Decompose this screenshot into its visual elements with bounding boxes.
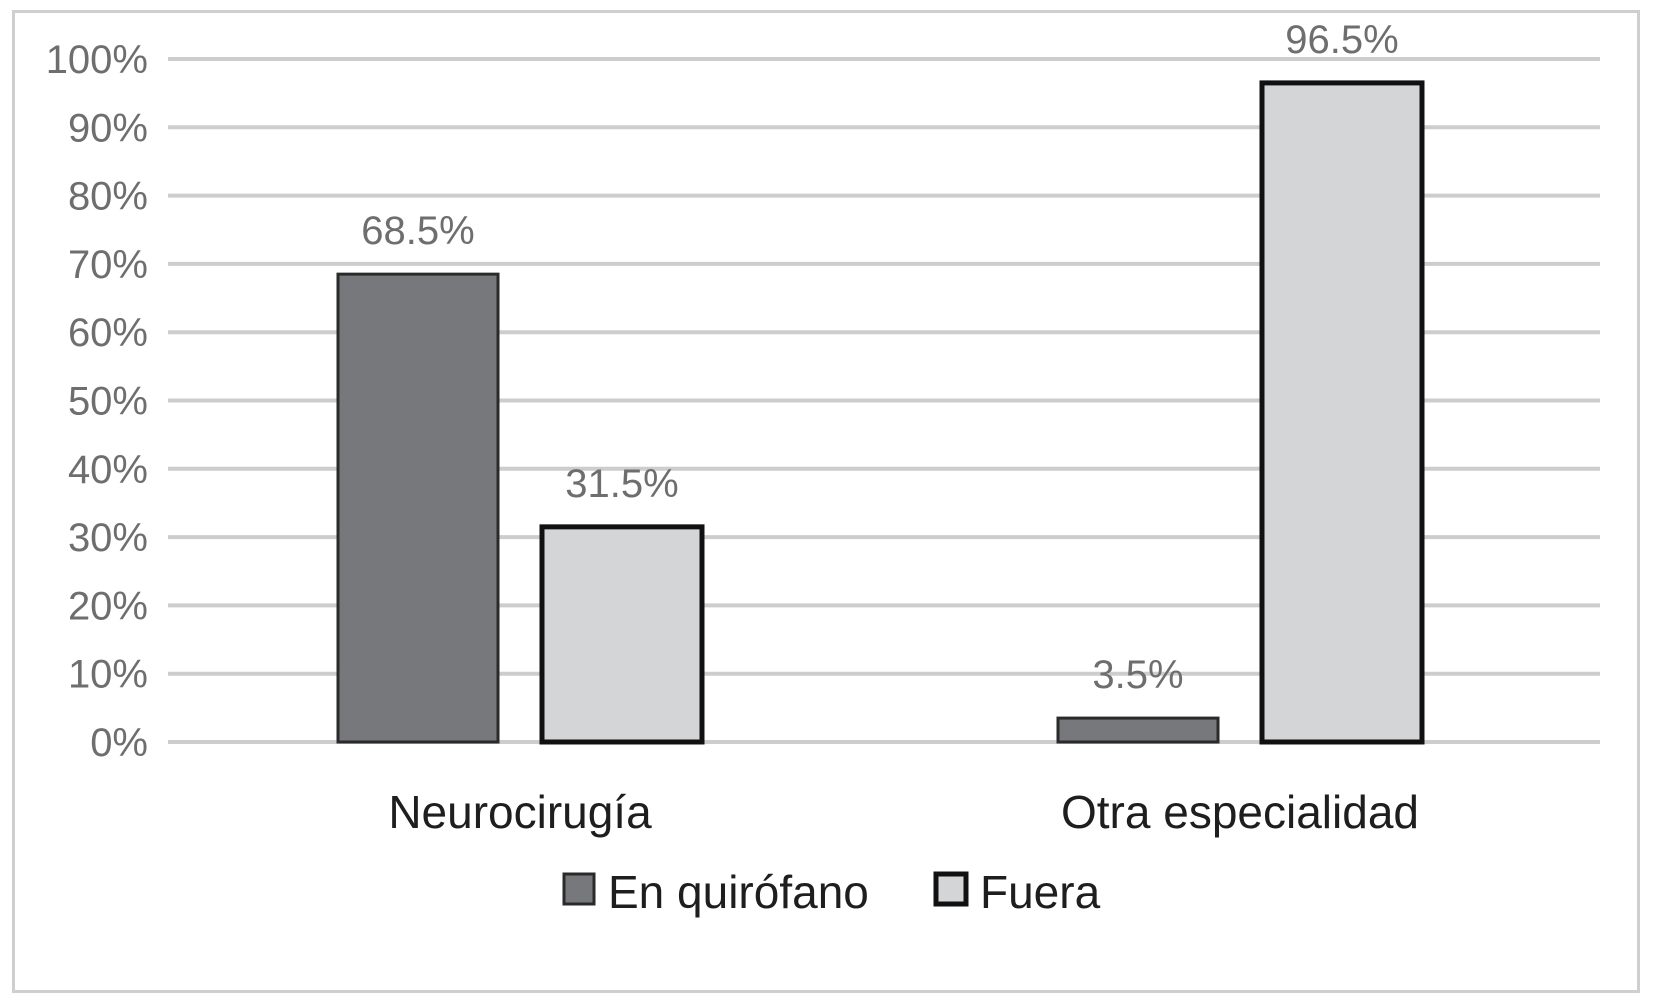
y-tick-label: 20% xyxy=(68,584,148,628)
y-tick-label: 80% xyxy=(68,175,148,219)
bars xyxy=(336,80,1425,745)
data-label: 68.5% xyxy=(361,209,474,253)
bar-fuera xyxy=(1259,80,1425,745)
bar-en-quirofano xyxy=(1056,716,1220,744)
data-label: 3.5% xyxy=(1092,653,1183,697)
y-axis-ticks: 0% 10% 20% 30% 40% 50% 60% 70% 80% 90% 100% xyxy=(46,38,148,765)
y-tick-label: 70% xyxy=(68,243,148,287)
x-category-label: Neurocirugía xyxy=(388,786,652,838)
data-labels: 68.5% 31.5% 3.5% 96.5% xyxy=(361,18,1398,697)
legend-swatch-fuera xyxy=(933,871,969,907)
y-tick-label: 0% xyxy=(90,721,148,765)
bar-en-quirofano xyxy=(336,272,500,744)
x-axis-categories: Neurocirugía Otra especialidad xyxy=(388,786,1419,838)
legend-label: Fuera xyxy=(980,866,1101,918)
y-tick-label: 90% xyxy=(68,106,148,150)
y-tick-label: 60% xyxy=(68,311,148,355)
y-tick-label: 50% xyxy=(68,380,148,424)
y-tick-label: 30% xyxy=(68,516,148,560)
y-tick-label: 10% xyxy=(68,653,148,697)
data-label: 31.5% xyxy=(565,462,678,506)
bar-fuera xyxy=(539,524,705,745)
data-label: 96.5% xyxy=(1285,18,1398,62)
y-tick-label: 40% xyxy=(68,448,148,492)
legend-label: En quirófano xyxy=(608,866,869,918)
legend-swatch-en-quirofano xyxy=(562,872,596,906)
x-category-label: Otra especialidad xyxy=(1061,786,1419,838)
legend: En quirófano Fuera xyxy=(562,866,1101,918)
y-tick-label: 100% xyxy=(46,38,148,82)
